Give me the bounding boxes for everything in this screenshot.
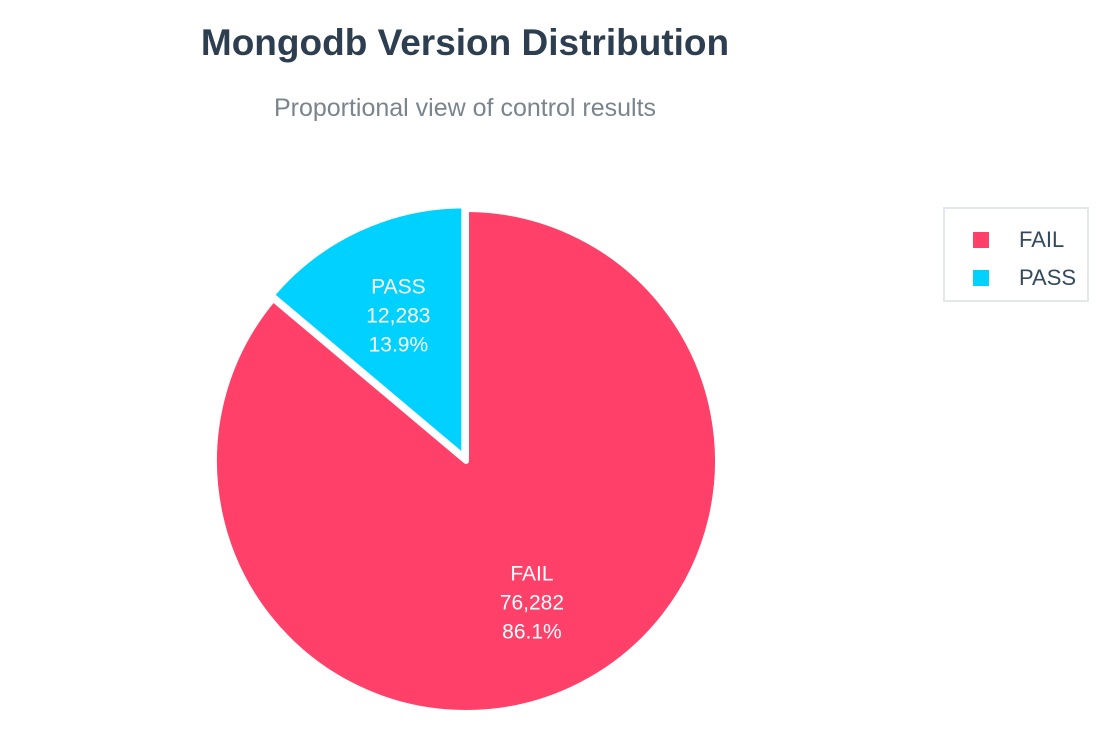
chart-title: Mongodb Version Distribution (200, 22, 730, 63)
pie-slice-pass[interactable] (268, 202, 468, 461)
legend-item-fail[interactable]: FAIL (973, 227, 1064, 253)
legend-swatch-pass (973, 270, 989, 286)
chart-subtitle: Proportional view of control results (273, 94, 657, 122)
data-label-pass: 12,283 (366, 305, 430, 328)
data-label-pass: PASS (371, 276, 425, 299)
legend-item-pass[interactable]: PASS (973, 265, 1076, 291)
pie-slice-fail[interactable] (211, 206, 721, 716)
legend-label-fail: FAIL (1019, 227, 1065, 252)
legend-label-pass: PASS (1019, 265, 1077, 290)
data-label-fail: 76,282 (500, 592, 564, 615)
data-label-fail: FAIL (510, 563, 553, 586)
data-label-pass: 13.9% (369, 334, 429, 357)
legend: FAIL PASS (943, 207, 1089, 302)
legend-swatch-fail (973, 232, 989, 248)
data-label-fail: 86.1% (502, 621, 562, 644)
